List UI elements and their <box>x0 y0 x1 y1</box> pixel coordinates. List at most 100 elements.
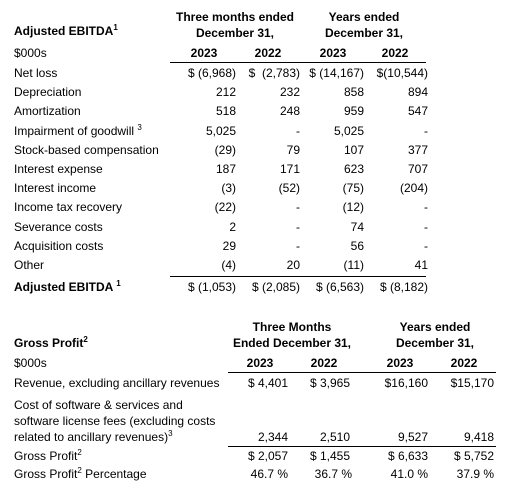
gross-percentage-value: 36.7 % <box>314 467 352 481</box>
gross-revenue-value: $16,160 <box>384 376 428 390</box>
ebitda-row-label: Severance costs <box>14 220 103 234</box>
ebitda-row-label: Depreciation <box>14 85 82 99</box>
gross-period-header-y: Years ended December 31, <box>395 320 475 350</box>
gross-profit-value: $ 6,633 <box>387 449 428 463</box>
ebitda-year-header: 2022 <box>381 46 409 60</box>
gross-year-header: 2023 <box>246 356 274 370</box>
gross-profit-value: $ 2,057 <box>247 449 288 463</box>
ebitda-row-value: 894 <box>407 85 428 99</box>
gross-period-header-q: Three Months Ended December 31, <box>232 320 352 350</box>
ebitda-row-value: 74 <box>350 220 364 234</box>
gross-profit-label: Gross Profit2 <box>14 448 82 464</box>
ebitda-total-value: $ (8,182) <box>379 280 428 294</box>
ebitda-row-label: Interest expense <box>14 162 103 176</box>
gross-revenue-value: $ 4,401 <box>247 376 288 390</box>
gross-revenue-value: $ 3,965 <box>309 376 350 390</box>
ebitda-period-header-q: Three months ended December 31, <box>175 10 294 40</box>
gross-title: Gross Profit2 <box>14 335 88 351</box>
ebitda-row-value: - <box>296 220 300 234</box>
ebitda-row-value: 959 <box>343 104 364 118</box>
ebitda-row-value: - <box>296 200 300 214</box>
ebitda-row-label: Interest income <box>14 181 97 195</box>
gross-cost-label: Cost of software & services and software… <box>14 398 216 444</box>
ebitda-period-header-y: Years ended December 31, <box>324 10 404 40</box>
ebitda-row-value: 5,025 <box>205 124 236 138</box>
ebitda-row-value: - <box>424 239 428 253</box>
ebitda-row-label: Acquisition costs <box>14 239 104 253</box>
ebitda-row-value: (11) <box>343 258 364 272</box>
ebitda-row-value: - <box>296 124 300 138</box>
ebitda-title: Adjusted EBITDA1 <box>14 23 118 39</box>
ebitda-row-value: - <box>424 220 428 234</box>
ebitda-total-label: Adjusted EBITDA 1 <box>14 279 121 295</box>
gross-year-header: 2023 <box>386 356 414 370</box>
ebitda-row-value: $ (2,783) <box>248 66 300 80</box>
ebitda-row-value: 20 <box>286 258 300 272</box>
ebitda-row-value: 377 <box>407 143 428 157</box>
ebitda-row-value: $ (14,167) <box>309 66 364 80</box>
ebitda-row-value: 858 <box>343 85 364 99</box>
ebitda-row-value: 79 <box>286 143 300 157</box>
ebitda-row-value: 41 <box>414 258 428 272</box>
gross-year-header: 2022 <box>310 356 338 370</box>
ebitda-year-header: 2023 <box>190 46 218 60</box>
ebitda-row-value: 29 <box>222 239 236 253</box>
ebitda-row-label: Income tax recovery <box>14 200 123 214</box>
ebitda-row-value: (12) <box>342 200 364 214</box>
ebitda-row-label: Stock-based compensation <box>14 143 159 157</box>
ebitda-row-value: (29) <box>214 143 236 157</box>
gross-percentage-value: 37.9 % <box>456 467 494 481</box>
ebitda-row-label: Amortization <box>14 104 81 118</box>
ebitda-row-value: 2 <box>229 220 236 234</box>
gross-cost-value: 9,527 <box>397 430 428 444</box>
ebitda-row-value: $ (6,968) <box>187 66 236 80</box>
gross-cost-value: 2,344 <box>257 430 288 444</box>
ebitda-row-label: Net loss <box>14 66 58 80</box>
ebitda-year-header: 2023 <box>319 46 347 60</box>
gross-unit-label: $000s <box>14 356 47 370</box>
ebitda-row-value: 5,025 <box>333 124 364 138</box>
ebitda-unit-label: $000s <box>14 46 47 60</box>
ebitda-row-value: (22) <box>214 200 236 214</box>
ebitda-total-value: $ (2,085) <box>251 280 300 294</box>
ebitda-row-value: 623 <box>343 162 364 176</box>
ebitda-row-value: 707 <box>407 162 428 176</box>
ebitda-row-value: 518 <box>215 104 236 118</box>
ebitda-row-value: 248 <box>279 104 300 118</box>
ebitda-total-value: $ (6,563) <box>315 280 364 294</box>
ebitda-total-rule <box>170 276 426 277</box>
ebitda-row-value: $(10,544) <box>376 66 428 80</box>
ebitda-row-value: (75) <box>342 181 364 195</box>
ebitda-total-value: $ (1,053) <box>187 280 236 294</box>
gross-header-rule <box>228 372 496 373</box>
gross-cost-value: 9,418 <box>463 430 494 444</box>
ebitda-header-rule <box>170 62 426 63</box>
ebitda-row-value: 107 <box>343 143 364 157</box>
ebitda-row-value: 56 <box>350 239 364 253</box>
ebitda-row-label: Impairment of goodwill 3 <box>14 123 142 139</box>
ebitda-row-value: (4) <box>221 258 236 272</box>
gross-revenue-label: Revenue, excluding ancillary revenues <box>14 376 220 390</box>
ebitda-row-value: 187 <box>215 162 236 176</box>
gross-percentage-value: 41.0 % <box>390 467 428 481</box>
ebitda-row-value: 547 <box>407 104 428 118</box>
ebitda-row-value: 232 <box>279 85 300 99</box>
ebitda-row-value: - <box>424 124 428 138</box>
ebitda-row-value: (204) <box>399 181 428 195</box>
ebitda-row-value: (52) <box>278 181 300 195</box>
gross-cost-value: 2,510 <box>319 430 350 444</box>
gross-percentage-value: 46.7 % <box>250 467 288 481</box>
gross-profit-value: $ 1,455 <box>309 449 350 463</box>
ebitda-row-label: Other <box>14 258 45 272</box>
gross-cost-rule <box>228 446 496 447</box>
ebitda-row-value: (3) <box>221 181 236 195</box>
ebitda-year-header: 2022 <box>254 46 282 60</box>
gross-profit-value: $ 5,752 <box>453 449 494 463</box>
ebitda-row-value: 171 <box>279 162 300 176</box>
ebitda-row-value: - <box>424 200 428 214</box>
gross-percentage-label: Gross Profit2 Percentage <box>14 466 147 482</box>
gross-year-header: 2022 <box>450 356 478 370</box>
ebitda-row-value: - <box>296 239 300 253</box>
ebitda-row-value: 212 <box>215 85 236 99</box>
gross-revenue-value: $15,170 <box>450 376 494 390</box>
